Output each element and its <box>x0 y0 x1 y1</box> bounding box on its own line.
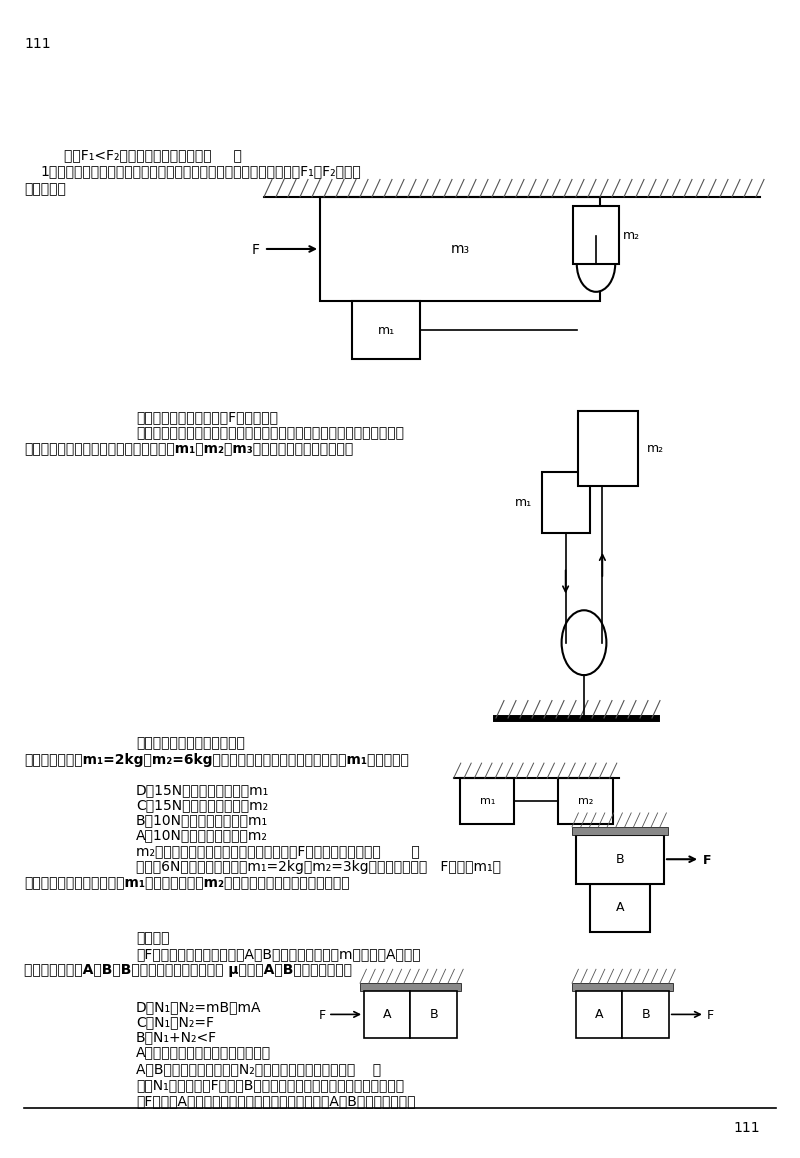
Text: m₂: m₂ <box>578 797 594 806</box>
Text: 摩擦力。: 摩擦力。 <box>136 931 170 945</box>
Text: A: A <box>595 1007 603 1021</box>
Circle shape <box>562 610 606 675</box>
Text: 体无相对运动。水平推力F等于多少？: 体无相对运动。水平推力F等于多少？ <box>136 410 278 424</box>
Text: 能承受6N的拉力的线相连。m₁=2kg，m₂=3kg。现用水平拉力   F拉物体m₁或: 能承受6N的拉力的线相连。m₁=2kg，m₂=3kg。现用水平拉力 F拉物体m₁… <box>136 860 501 874</box>
Text: 已知F₁<F₂，以下说法中错误的是（     ）: 已知F₁<F₂，以下说法中错误的是（ ） <box>64 148 242 162</box>
Text: m₃: m₃ <box>450 242 470 256</box>
Bar <box>320 197 600 301</box>
Bar <box>590 884 650 932</box>
Text: m₁: m₁ <box>378 323 394 337</box>
Bar <box>410 991 457 1038</box>
Text: m₂，使物体运动起来且不致把绳拉断，则F的大小和方向应为（       ）: m₂，使物体运动起来且不致把绳拉断，则F的大小和方向应为（ ） <box>136 844 420 858</box>
Text: D．N₁：N₂=mB：mA: D．N₁：N₂=mB：mA <box>136 1001 262 1014</box>
Text: C．N₁＋N₂=F: C．N₁＋N₂=F <box>136 1016 214 1029</box>
Text: A: A <box>383 1007 391 1021</box>
Text: B: B <box>642 1007 650 1021</box>
Text: 力F作用向右做匀加速运动，A、B的质量相等，都是m，求物体A受到的: 力F作用向右做匀加速运动，A、B的质量相等，都是m，求物体A受到的 <box>136 947 421 961</box>
Bar <box>364 991 410 1038</box>
Bar <box>576 991 622 1038</box>
Text: B．10N，水平向左拉物体m₁: B．10N，水平向左拉物体m₁ <box>136 813 268 827</box>
Bar <box>572 827 668 835</box>
Text: B: B <box>616 852 624 866</box>
Text: m₁: m₁ <box>479 797 495 806</box>
Text: 水平面上，滑轮和所有接触面的摩擦以及绳子的质量均不计，为使三个物: 水平面上，滑轮和所有接触面的摩擦以及绳子的质量均不计，为使三个物 <box>136 426 404 440</box>
Text: B．N₁+N₂<F: B．N₁+N₂<F <box>136 1031 217 1045</box>
Text: F: F <box>252 243 260 257</box>
Text: A．10N，水平向右拉物体m₂: A．10N，水平向右拉物体m₂ <box>136 828 268 842</box>
Circle shape <box>577 236 615 292</box>
Bar <box>542 472 590 533</box>
Text: m₂: m₂ <box>646 442 663 455</box>
Text: 小为N₁；当水平力F作用于B右端上时，两物体一起做加速度运动，其: 小为N₁；当水平力F作用于B右端上时，两物体一起做加速度运动，其 <box>136 1078 404 1092</box>
Text: F: F <box>702 853 711 867</box>
Text: 1．如图所示，光滑水平面上有甲、乙两物体用绳拴在一起，受水平力F₁、F₂作用，: 1．如图所示，光滑水平面上有甲、乙两物体用绳拴在一起，受水平力F₁、F₂作用， <box>40 164 361 178</box>
Text: D．15N，水平向左拉物体m₁: D．15N，水平向左拉物体m₁ <box>136 783 270 797</box>
Bar <box>573 206 619 264</box>
Text: A．两次物体运动的加速度大小相等: A．两次物体运动的加速度大小相等 <box>136 1046 271 1060</box>
Text: 力F作用于A左端上时，两物体一起作加速运动，其A、B间相互作用力大: 力F作用于A左端上时，两物体一起作加速运动，其A、B间相互作用力大 <box>136 1094 415 1108</box>
Text: 【例四】如图，m₁=2kg，m₂=6kg，不计摩擦和滑轮的质量，求拉物体m₁的细线的拉: 【例四】如图，m₁=2kg，m₂=6kg，不计摩擦和滑轮的质量，求拉物体m₁的细… <box>24 753 409 767</box>
Text: 【例二】如图，A与B，B与地面的动摩擦因数都是 μ，物体A和B相对静止，在拉: 【例二】如图，A与B，B与地面的动摩擦因数都是 μ，物体A和B相对静止，在拉 <box>24 963 352 977</box>
Text: m₂: m₂ <box>623 228 640 242</box>
Bar <box>352 301 420 359</box>
Bar <box>572 983 673 991</box>
Text: 力和悬吊滑轮的细线的拉力。: 力和悬吊滑轮的细线的拉力。 <box>136 736 245 750</box>
Text: 课堂训练：: 课堂训练： <box>24 182 66 196</box>
Bar <box>576 835 664 884</box>
Text: F: F <box>707 1009 714 1023</box>
Bar <box>360 983 461 991</box>
Text: A: A <box>616 901 624 915</box>
Text: A、B间相互作用力大小为N₂。则以下判断中正确的是（    ）: A、B间相互作用力大小为N₂。则以下判断中正确的是（ ） <box>136 1062 381 1076</box>
Text: C．15N，水平向右拉物体m₂: C．15N，水平向右拉物体m₂ <box>136 798 268 812</box>
Text: 111: 111 <box>24 37 50 51</box>
Text: 【例五】如图所示的三个物体质量分别为m₁和m₂和m₃，带有滑轮的物体放在光滑: 【例五】如图所示的三个物体质量分别为m₁和m₂和m₃，带有滑轮的物体放在光滑 <box>24 442 354 456</box>
Bar <box>622 991 669 1038</box>
Text: F: F <box>318 1009 326 1023</box>
Text: B: B <box>430 1007 438 1021</box>
Bar <box>460 778 514 824</box>
Bar <box>578 411 638 486</box>
Bar <box>558 778 613 824</box>
Text: 【例三】如图所示，质量为m₁的物体和质量为m₂的物体，放在光滑水平面上，用仅: 【例三】如图所示，质量为m₁的物体和质量为m₂的物体，放在光滑水平面上，用仅 <box>24 877 350 891</box>
Text: m₁: m₁ <box>515 496 532 510</box>
Text: 111: 111 <box>734 1121 760 1135</box>
